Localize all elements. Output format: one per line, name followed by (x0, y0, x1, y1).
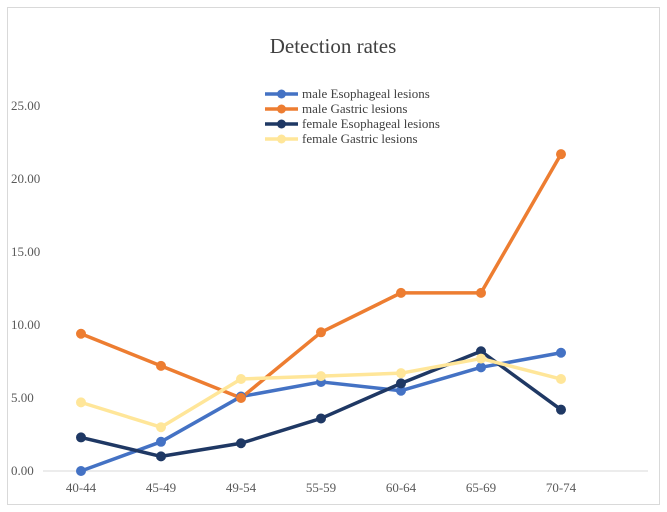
data-point (76, 466, 86, 476)
x-tick-label: 70-74 (546, 480, 577, 495)
x-tick-label: 55-59 (306, 480, 336, 495)
data-point (316, 413, 326, 424)
data-point (156, 422, 166, 433)
data-point (556, 404, 566, 415)
data-point (76, 432, 86, 443)
legend-swatch-marker (277, 89, 286, 99)
legend-swatch-marker (277, 104, 286, 114)
y-tick-label: 5.00 (11, 390, 34, 405)
data-point (156, 436, 166, 447)
data-point (156, 360, 166, 371)
data-point (396, 378, 406, 389)
data-point (76, 328, 86, 339)
data-point (556, 149, 566, 160)
data-point (156, 451, 166, 462)
data-point (476, 353, 486, 364)
y-tick-label: 15.00 (11, 244, 40, 259)
data-point (236, 393, 246, 403)
legend-label: female Gastric lesions (302, 131, 418, 146)
data-point (396, 368, 406, 379)
series-points (76, 149, 566, 476)
x-axis: 40-44 45-49 49-54 55-59 60-64 65-69 70-74 (43, 470, 648, 495)
legend-label: female Esophageal lesions (302, 116, 440, 131)
y-tick-label: 25.00 (11, 98, 40, 113)
legend-label: male Esophageal lesions (302, 86, 430, 101)
y-tick-label: 10.00 (11, 317, 40, 332)
data-point (76, 397, 86, 408)
data-point (476, 287, 486, 298)
data-point (316, 327, 326, 338)
data-point (476, 362, 486, 373)
data-point (556, 347, 566, 358)
y-axis-ticks: 0.00 5.00 10.00 15.00 20.00 25.00 (11, 98, 40, 478)
legend-swatch-marker (277, 134, 286, 144)
x-tick-label: 40-44 (66, 480, 97, 495)
y-tick-label: 20.00 (11, 171, 40, 186)
line-chart: Detection rates 0.00 5.00 10.00 15.00 20.00 2… (11, 34, 648, 495)
x-tick-label: 65-69 (466, 480, 496, 495)
x-tick-label: 45-49 (146, 480, 176, 495)
data-point (396, 287, 406, 298)
x-tick-label: 49-54 (226, 480, 257, 495)
data-point (236, 438, 246, 449)
data-point (316, 371, 326, 382)
series-lines (79, 152, 563, 473)
legend-swatch-marker (277, 119, 286, 129)
x-tick-label: 60-64 (386, 480, 417, 495)
data-point (236, 374, 246, 385)
chart-frame: Detection rates 0.00 5.00 10.00 15.00 20.00 2… (7, 7, 660, 505)
chart-title: Detection rates (270, 34, 397, 58)
legend-label: male Gastric lesions (302, 101, 407, 116)
data-point (556, 374, 566, 385)
y-tick-label: 0.00 (11, 463, 34, 478)
